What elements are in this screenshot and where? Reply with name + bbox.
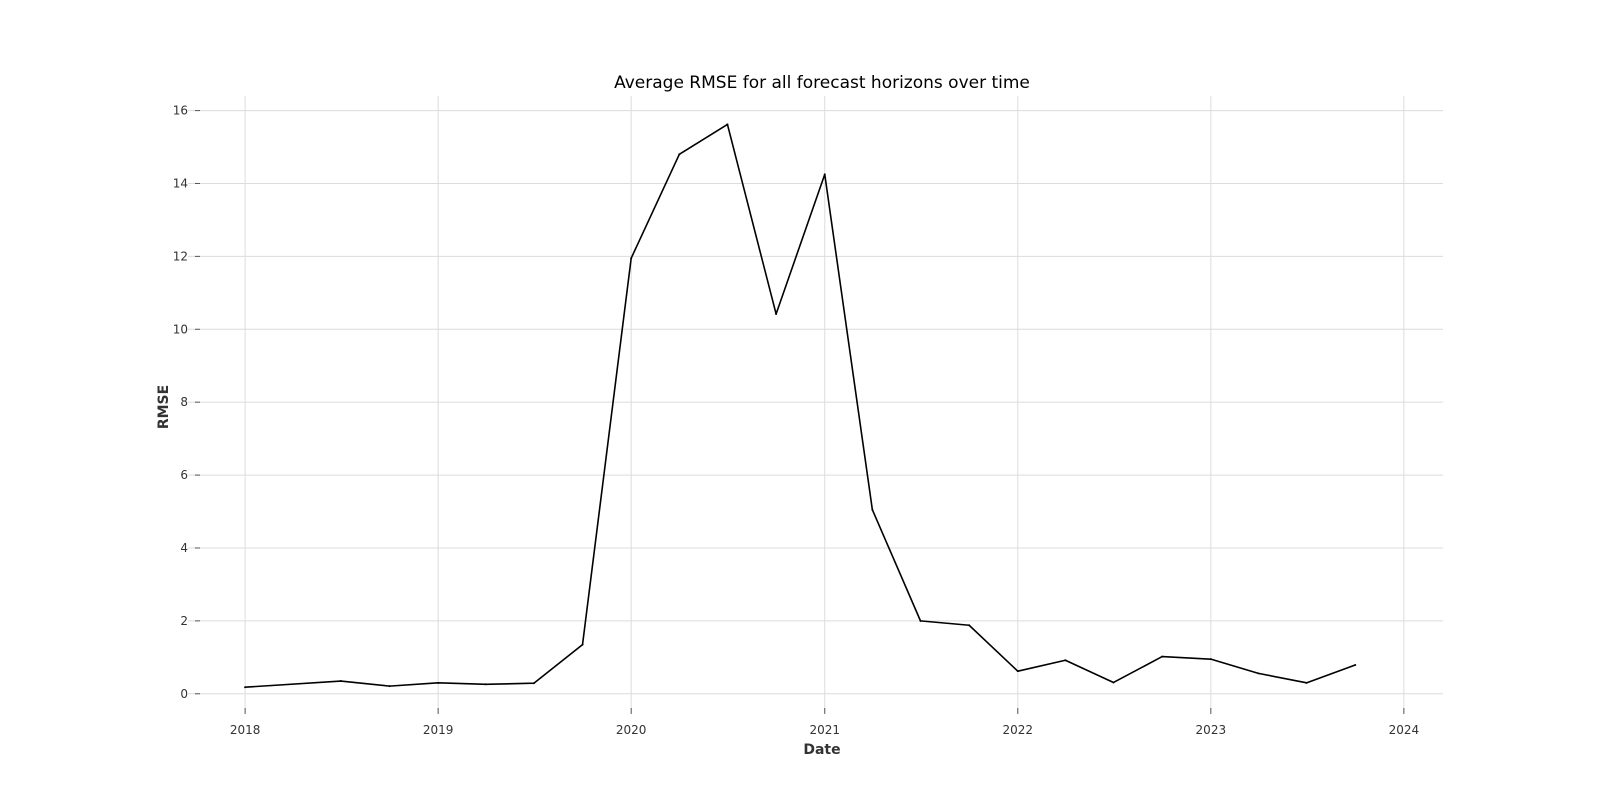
y-tick-label: 4 <box>180 541 188 555</box>
rmse-data-point <box>630 257 633 260</box>
y-tick-label: 14 <box>173 176 188 190</box>
rmse-data-point <box>968 624 971 627</box>
x-tick-label: 2023 <box>1196 723 1227 737</box>
rmse-data-point <box>437 681 440 684</box>
y-tick-label: 2 <box>180 614 188 628</box>
x-axis-label: Date <box>803 742 840 758</box>
rmse-data-point <box>1354 663 1357 666</box>
rmse-data-point <box>1209 658 1212 661</box>
rmse-data-point <box>871 508 874 511</box>
y-tick-label: 10 <box>173 322 188 336</box>
rmse-data-point <box>726 123 729 126</box>
rmse-data-point <box>775 312 778 315</box>
grid-lines <box>188 96 1443 712</box>
x-tick-label: 2020 <box>616 723 647 737</box>
y-tick-label: 0 <box>180 687 188 701</box>
y-axis-label: RMSE <box>156 385 172 429</box>
y-tick-label: 6 <box>180 468 188 482</box>
chart-title: Average RMSE for all forecast horizons o… <box>614 73 1030 93</box>
rmse-series-line <box>245 123 1356 689</box>
y-tick-label: 8 <box>180 395 188 409</box>
rmse-data-point <box>678 153 681 156</box>
x-tick-label: 2019 <box>423 723 454 737</box>
rmse-data-point <box>919 619 922 622</box>
rmse-data-point <box>1161 655 1164 658</box>
rmse-data-point <box>1305 681 1308 684</box>
x-tick-label: 2022 <box>1003 723 1034 737</box>
rmse-data-point <box>823 173 826 176</box>
x-axis: 2018 2019 2020 2021 2022 2023 2024 <box>230 708 1419 737</box>
y-tick-label: 12 <box>173 249 188 263</box>
rmse-data-point <box>484 683 487 686</box>
rmse-data-point <box>1257 672 1260 675</box>
rmse-data-point <box>1064 659 1067 662</box>
rmse-data-point <box>1016 670 1019 673</box>
series-layer <box>244 123 1357 689</box>
rmse-data-point <box>581 643 584 646</box>
rmse-data-point <box>532 682 535 685</box>
x-tick-label: 2024 <box>1389 723 1420 737</box>
x-tick-label: 2021 <box>809 723 840 737</box>
y-axis: 0 2 4 6 8 10 12 14 16 <box>173 104 200 701</box>
rmse-data-point <box>388 685 391 688</box>
rmse-data-point <box>1112 681 1115 684</box>
y-tick-label: 16 <box>173 104 188 118</box>
rmse-data-point <box>244 686 247 689</box>
rmse-data-point <box>339 680 342 683</box>
x-tick-label: 2018 <box>230 723 261 737</box>
